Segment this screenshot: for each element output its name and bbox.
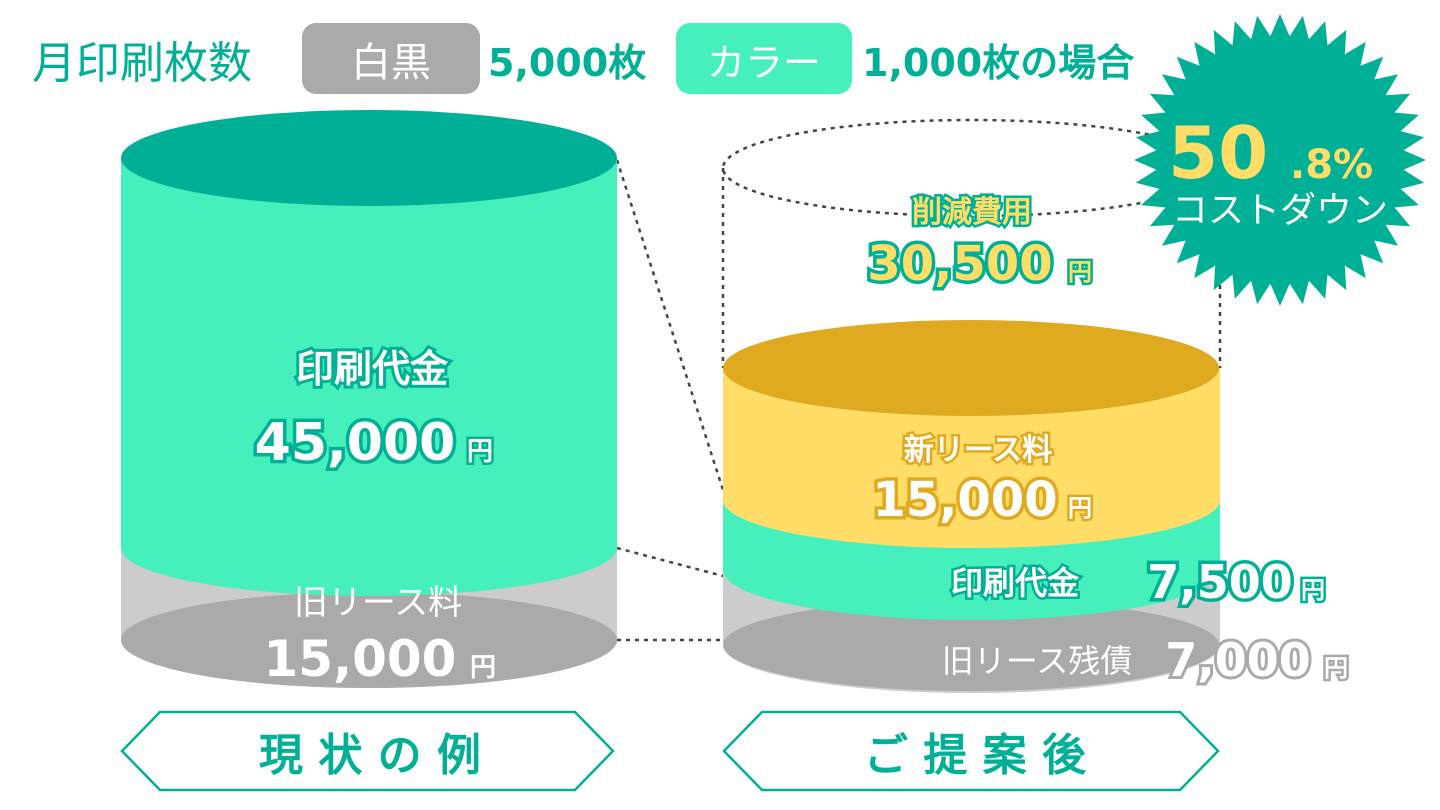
proposal-print-value: 7,500 — [1147, 555, 1293, 609]
current-lease-value: 15,000 — [264, 630, 457, 688]
new-lease-label: 新リース料 — [904, 433, 1053, 468]
new-lease-value: 15,000 — [872, 472, 1057, 528]
badge-percent-small: .8% — [1290, 142, 1373, 188]
header-title: 月印刷枚数 — [32, 38, 252, 89]
saved-label: 削減費用 — [912, 195, 1032, 230]
current-lease-label: 旧リース料 — [294, 583, 462, 623]
saved-yen: 円 — [1068, 258, 1092, 286]
proposal-cylinder — [723, 320, 1220, 694]
proposal-caption-banner — [722, 710, 1220, 792]
current-print-yen: 円 — [467, 437, 493, 467]
color-count: 1,000枚の場合 — [862, 41, 1134, 85]
badge-text: コストダウン — [1172, 190, 1388, 231]
cost-down-starburst — [1134, 14, 1426, 306]
current-print-value: 45,000 — [255, 413, 456, 473]
mono-label: 白黒 — [351, 40, 431, 86]
new-lease-yen: 円 — [1068, 494, 1092, 522]
current-lease-yen: 円 — [470, 653, 496, 683]
saved-value: 30,500 — [867, 236, 1052, 292]
mono-count: 5,000枚 — [488, 41, 646, 85]
proposal-print-label: 印刷代金 — [951, 564, 1080, 602]
badge-percent-big: 50 — [1168, 111, 1268, 195]
color-label: カラー — [707, 41, 821, 85]
old-lease-yen: 円 — [1324, 654, 1348, 682]
color-badge — [676, 23, 852, 94]
current-cylinder — [121, 110, 617, 688]
proposal-caption: ご 提 案 後 — [864, 730, 1087, 781]
current-caption-banner — [120, 710, 615, 792]
old-lease-value: 7,000 — [1165, 633, 1311, 687]
proposal-print-yen: 円 — [1301, 576, 1325, 604]
old-lease-label: 旧リース残債 — [942, 642, 1132, 680]
current-caption: 現 状 の 例 — [259, 730, 481, 781]
current-print-label: 印刷代金 — [296, 347, 449, 391]
mono-badge — [302, 23, 480, 94]
